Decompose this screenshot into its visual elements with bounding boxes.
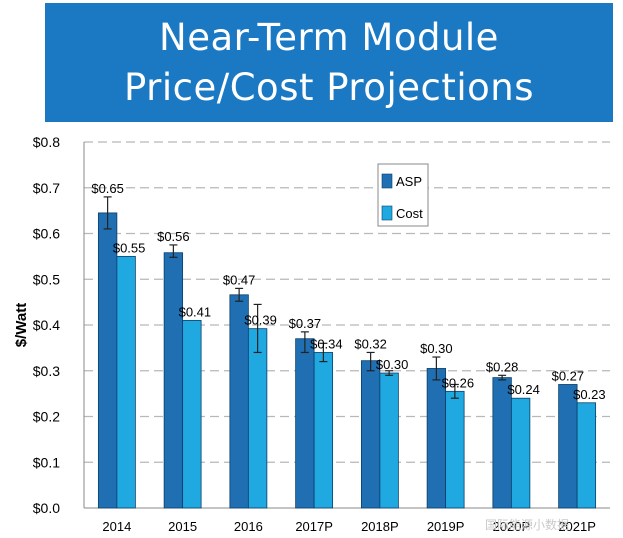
bar-asp <box>163 252 184 509</box>
x-tick-label: 2015 <box>168 519 197 533</box>
x-tick-label: 2018P <box>361 519 399 533</box>
y-tick-label: $0.0 <box>33 500 60 516</box>
data-label-asp: $0.28 <box>486 359 519 374</box>
bar-asp <box>97 212 118 509</box>
data-label-cost: $0.26 <box>442 375 475 390</box>
legend-swatch-cost <box>381 205 393 221</box>
bar-asp <box>360 360 381 509</box>
bar-cost <box>313 352 334 509</box>
title-line-1: Near-Term Module <box>159 16 499 59</box>
bar-cost <box>510 397 531 509</box>
watermark: 国际能源小数据 <box>485 518 570 532</box>
data-label-asp: $0.65 <box>91 181 124 196</box>
bar-cost <box>576 402 597 509</box>
bar-asp <box>558 384 578 509</box>
data-label-asp: $0.56 <box>157 229 190 244</box>
bar-chart: $0.0 $0.1 $0.2 $0.3 $0.4 $0.5 $0.6 $0.7 $0.8 $/Wa… <box>13 134 610 533</box>
data-label-asp: $0.37 <box>289 316 322 331</box>
data-label-cost: $0.55 <box>113 240 146 255</box>
data-label-asp: $0.27 <box>552 368 585 383</box>
legend-swatch-asp <box>381 173 393 189</box>
y-axis-label: $/Watt <box>13 303 30 347</box>
x-tick-label: 2021P <box>558 519 596 533</box>
data-label-asp: $0.30 <box>420 341 453 356</box>
data-label-asp: $0.32 <box>354 336 387 351</box>
y-tick-label: $0.4 <box>33 317 60 333</box>
data-label-cost: $0.41 <box>179 304 212 319</box>
title-line-2: Price/Cost Projections <box>124 66 534 109</box>
y-tick-label: $0.2 <box>33 409 60 425</box>
data-label-cost: $0.23 <box>573 387 606 402</box>
bar-asp <box>295 338 315 509</box>
y-tick-label: $0.8 <box>33 134 60 150</box>
x-tick-label: 2020P <box>493 519 531 533</box>
x-tick-label: 2016 <box>234 519 263 533</box>
legend-label-cost: Cost <box>396 206 423 221</box>
y-tick-label: $0.6 <box>33 226 60 242</box>
x-tick-label: 2019P <box>427 519 465 533</box>
bar-cost <box>116 255 136 509</box>
x-tick-label: 2014 <box>102 519 131 533</box>
x-tick-label: 2017P <box>295 519 333 533</box>
title-banner: Near-Term Module Price/Cost Projections <box>45 3 613 122</box>
bar-cost <box>182 320 202 509</box>
data-label-asp: $0.47 <box>223 272 256 287</box>
data-label-cost: $0.39 <box>244 313 277 328</box>
bar-cost <box>445 390 465 509</box>
y-tick-label: $0.1 <box>33 454 60 470</box>
y-tick-label: $0.3 <box>33 363 60 379</box>
bar-cost <box>379 372 399 509</box>
y-tick-label: $0.5 <box>33 271 60 287</box>
data-label-cost: $0.34 <box>310 336 343 351</box>
data-label-cost: $0.24 <box>507 382 540 397</box>
legend-label-asp: ASP <box>396 174 422 189</box>
bar-cost <box>247 328 268 509</box>
data-label-cost: $0.30 <box>376 357 409 372</box>
y-tick-label: $0.7 <box>33 180 60 196</box>
